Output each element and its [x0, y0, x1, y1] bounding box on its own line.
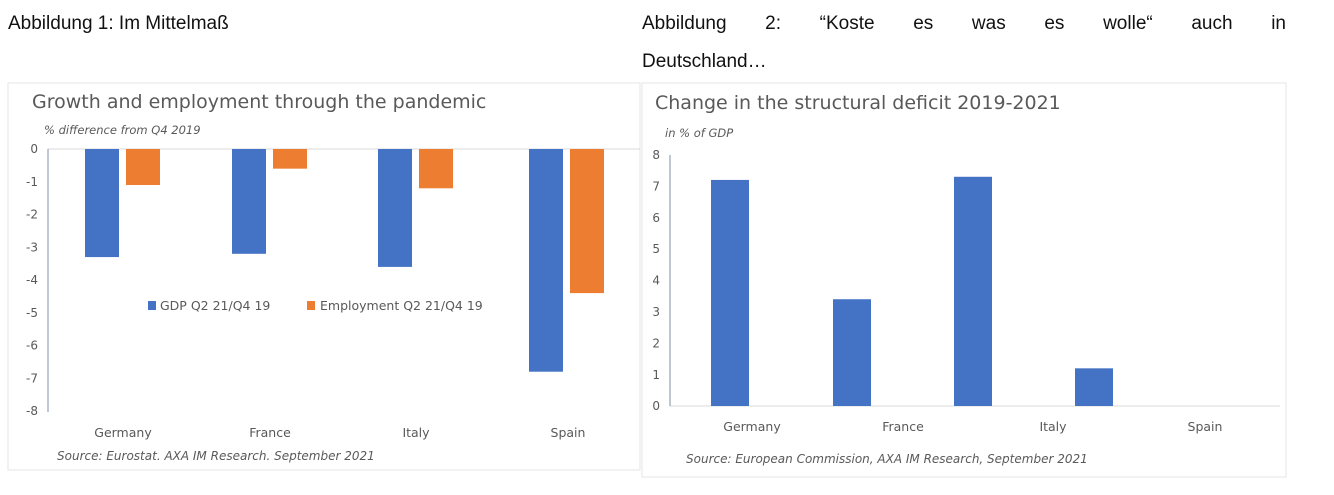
chart2-y-tick: 3	[652, 305, 660, 319]
gdp-bar-germany	[85, 149, 119, 258]
chart1-y-tick: -8	[26, 404, 38, 418]
chart2-title: Change in the structural deficit 2019-20…	[655, 92, 1061, 114]
employment-bar-spain	[570, 149, 604, 294]
chart2-y-tick: 0	[652, 399, 660, 413]
legend-gdp-swatch	[148, 301, 156, 310]
gdp-bar-france	[232, 149, 266, 254]
chart2-y-tick: 7	[652, 179, 660, 193]
figure-2-caption: Abbildung 2: “Koste es was es wolle“ auc…	[642, 5, 1286, 81]
chart1-y-tick: 0	[30, 142, 38, 156]
chart-structural-deficit: Change in the structural deficit 2019-20…	[641, 82, 1287, 478]
chart2-source: Source: European Commission, AXA IM Rese…	[686, 452, 1088, 466]
chart1-title: Growth and employment through the pandem…	[32, 91, 486, 113]
chart1-y-tick: -7	[26, 371, 38, 385]
employment-bar-germany	[126, 149, 160, 186]
chart1-y-tick: -1	[26, 175, 38, 189]
deficit-bar-italy	[954, 176, 992, 406]
chart1-category-label: Spain	[551, 425, 586, 440]
deficit-bar-spain	[1075, 368, 1113, 406]
employment-bar-italy	[419, 149, 453, 189]
legend-employment-swatch	[307, 301, 315, 310]
chart1-subtitle: % difference from Q4 2019	[44, 123, 201, 137]
legend-gdp-label: GDP Q2 21/Q4 19	[160, 298, 270, 313]
chart2-category-label: Italy	[1039, 419, 1067, 434]
legend-employment-label: Employment Q2 21/Q4 19	[320, 298, 483, 313]
figure-2-caption-line2: Deutschland…	[642, 51, 767, 72]
chart1-source: Source: Eurostat. AXA IM Research. Septe…	[57, 449, 375, 463]
chart2-y-tick: 6	[652, 211, 660, 225]
chart-growth-employment: Growth and employment through the pandem…	[7, 82, 641, 471]
deficit-bar-germany	[711, 179, 749, 406]
chart1-y-tick: -6	[26, 339, 38, 353]
chart2-y-tick: 4	[652, 274, 660, 288]
figure-2-caption-line1: Abbildung 2: “Koste es was es wolle“ auc…	[642, 13, 1286, 34]
chart2-y-tick: 2	[652, 336, 660, 350]
employment-bar-france	[273, 149, 307, 169]
chart1-y-tick: -2	[26, 208, 38, 222]
gdp-bar-spain	[529, 149, 563, 372]
chart2-subtitle: in % of GDP	[665, 126, 733, 140]
deficit-bar-france	[833, 299, 871, 406]
chart2-category-label: Spain	[1188, 419, 1223, 434]
gdp-bar-italy	[378, 149, 412, 267]
chart1-legend: GDP Q2 21/Q4 19 Employment Q2 21/Q4 19	[148, 298, 483, 313]
chart2-y-tick: 1	[652, 368, 660, 382]
chart1-y-tick: -4	[26, 273, 38, 287]
chart1-category-label: France	[249, 425, 291, 440]
chart2-y-tick: 5	[652, 242, 660, 256]
chart1-y-tick: -3	[26, 240, 38, 254]
figure-1-caption: Abbildung 1: Im Mittelmaß	[8, 13, 229, 34]
chart1-category-label: Germany	[94, 425, 152, 440]
chart2-category-label: Germany	[723, 419, 781, 434]
chart1-y-tick: -5	[26, 306, 38, 320]
chart2-y-tick: 8	[652, 148, 660, 162]
chart2-category-label: France	[882, 419, 924, 434]
chart1-category-label: Italy	[402, 425, 430, 440]
